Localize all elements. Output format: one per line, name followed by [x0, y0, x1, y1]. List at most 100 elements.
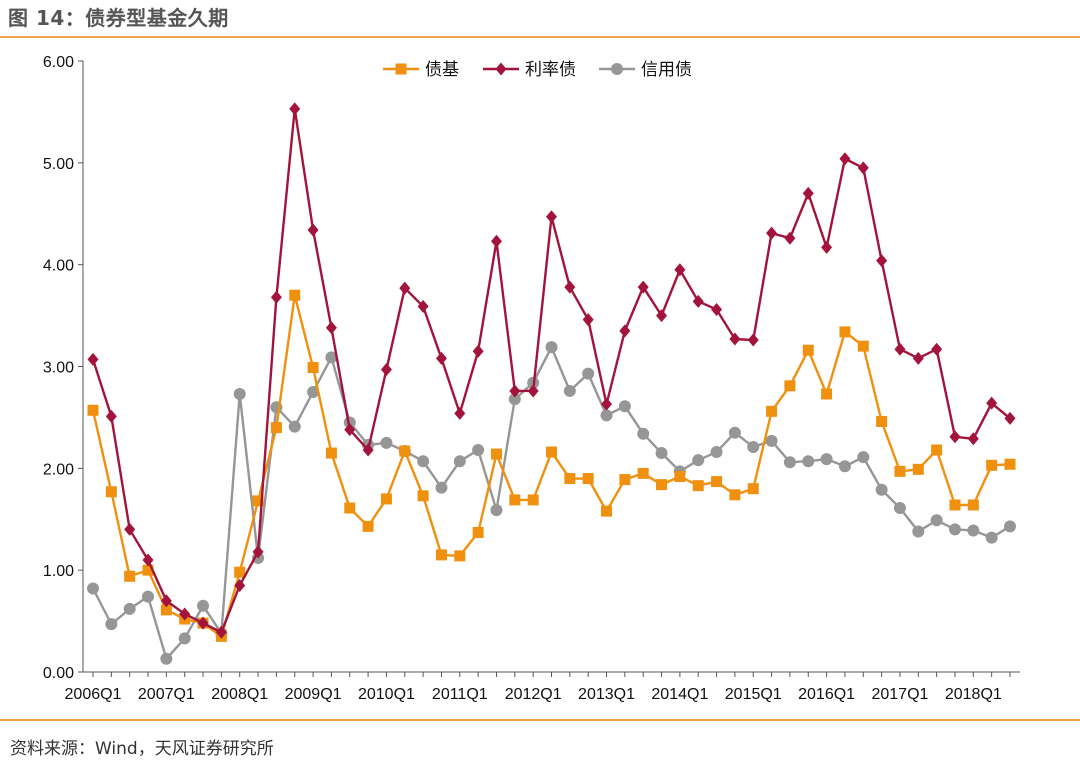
data-point [252, 495, 264, 507]
data-point [582, 313, 594, 327]
y-tick-label: 0.00 [43, 665, 74, 682]
data-point [711, 476, 723, 488]
data-point [105, 409, 117, 423]
chart-axes: 0.00 1.00 2.00 3.00 4.00 5.00 6.00 2006Q1 2007Q1… [43, 54, 1020, 703]
data-point [142, 553, 154, 567]
x-tick-label: 2017Q1 [871, 686, 928, 703]
data-point [692, 480, 704, 492]
data-point [821, 240, 833, 254]
data-point [967, 499, 979, 511]
legend-item: 信用债 [599, 60, 692, 80]
data-point [931, 444, 943, 456]
x-tick-label: 2012Q1 [505, 686, 562, 703]
y-tick-label: 5.00 [43, 156, 74, 173]
data-point [582, 367, 595, 380]
data-point [509, 494, 521, 506]
data-point [289, 102, 301, 116]
data-point [435, 481, 448, 494]
data-point [546, 446, 557, 458]
data-point [233, 387, 246, 400]
data-point [1004, 411, 1016, 425]
data-point [252, 545, 264, 559]
data-point [619, 324, 631, 338]
data-point [472, 444, 485, 457]
data-point [839, 326, 851, 338]
data-point [820, 453, 833, 466]
chart-series [87, 102, 1016, 665]
data-point [178, 632, 191, 645]
data-point [747, 483, 759, 495]
data-point [747, 440, 760, 453]
data-point [546, 210, 557, 224]
duration-line-chart: 0.00 1.00 2.00 3.00 4.00 5.00 6.00 2006Q1 2007Q1… [43, 54, 1020, 703]
data-point [747, 333, 759, 347]
data-point [417, 299, 429, 313]
x-tick-label: 2011Q1 [432, 686, 488, 703]
legend-swatch-marker [395, 63, 407, 75]
x-tick-label: 2007Q1 [138, 686, 195, 703]
bottom-divider [0, 719, 1080, 721]
data-point [87, 404, 99, 416]
data-point [270, 290, 282, 304]
legend-item: 利率债 [483, 60, 576, 80]
data-point [197, 616, 209, 630]
y-tick-label: 4.00 [43, 258, 74, 275]
data-point [729, 489, 741, 501]
data-point [545, 341, 558, 354]
data-point [325, 351, 338, 364]
y-tick-label: 6.00 [43, 54, 74, 71]
data-point [435, 351, 447, 365]
legend-label: 信用债 [641, 60, 692, 80]
data-point [490, 504, 503, 517]
data-point [307, 362, 319, 374]
data-point [967, 524, 980, 537]
data-point [857, 161, 869, 175]
data-point [234, 578, 246, 592]
x-tick-label: 2006Q1 [65, 686, 122, 703]
data-point [930, 514, 943, 527]
data-point [912, 463, 924, 475]
data-point [563, 384, 576, 397]
data-point [766, 226, 778, 240]
data-point [985, 531, 998, 544]
data-point [472, 526, 484, 538]
data-point [838, 460, 851, 473]
data-point [215, 625, 227, 639]
data-point [986, 396, 998, 410]
data-point [784, 380, 796, 392]
data-point [564, 280, 576, 294]
data-point [325, 321, 337, 335]
x-tick-label: 2016Q1 [798, 686, 855, 703]
data-point [105, 486, 117, 498]
x-tick-label: 2018Q1 [945, 686, 1002, 703]
data-point [783, 456, 796, 469]
data-point [656, 479, 668, 491]
data-point [894, 342, 906, 356]
data-point [325, 447, 337, 459]
data-point [765, 434, 778, 447]
data-point [894, 465, 906, 477]
data-point [601, 505, 613, 517]
x-tick-label: 2009Q1 [285, 686, 342, 703]
data-point [508, 393, 521, 406]
data-point [399, 281, 411, 295]
data-point [288, 420, 301, 433]
data-point [509, 384, 521, 398]
data-point [87, 352, 99, 366]
data-point [527, 494, 539, 506]
data-point [160, 652, 173, 665]
data-point [344, 423, 356, 437]
data-point [876, 415, 888, 427]
data-point [435, 549, 447, 561]
legend-swatch-marker [611, 63, 623, 75]
data-point [986, 459, 998, 471]
data-point [912, 525, 925, 538]
data-point [802, 344, 814, 356]
x-tick-label: 2013Q1 [578, 686, 635, 703]
data-point [618, 400, 631, 413]
data-point [142, 564, 154, 576]
data-point [729, 332, 741, 346]
data-point [472, 344, 484, 358]
data-point [728, 426, 741, 439]
data-point [802, 455, 815, 468]
